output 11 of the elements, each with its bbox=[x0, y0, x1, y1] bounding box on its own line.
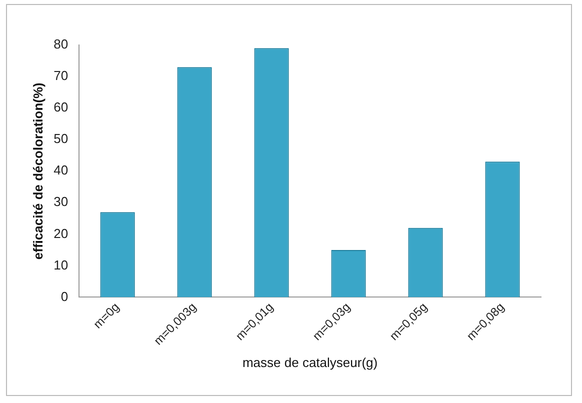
y-tick-label: 60 bbox=[54, 100, 68, 115]
x-axis-title: masse de catalyseur(g) bbox=[242, 354, 378, 370]
y-tick-label: 10 bbox=[54, 257, 68, 272]
y-tick-label: 80 bbox=[54, 36, 68, 52]
y-tick-label: 0 bbox=[60, 288, 68, 304]
y-tick-label: 70 bbox=[54, 68, 68, 84]
y-tick-label: 40 bbox=[54, 162, 68, 178]
y-tick-label: 30 bbox=[54, 194, 68, 210]
y-axis-title: efficacité de décoloration(%) bbox=[30, 82, 46, 260]
y-tick-label: 50 bbox=[54, 131, 68, 146]
y-tick-label: 20 bbox=[54, 226, 68, 241]
